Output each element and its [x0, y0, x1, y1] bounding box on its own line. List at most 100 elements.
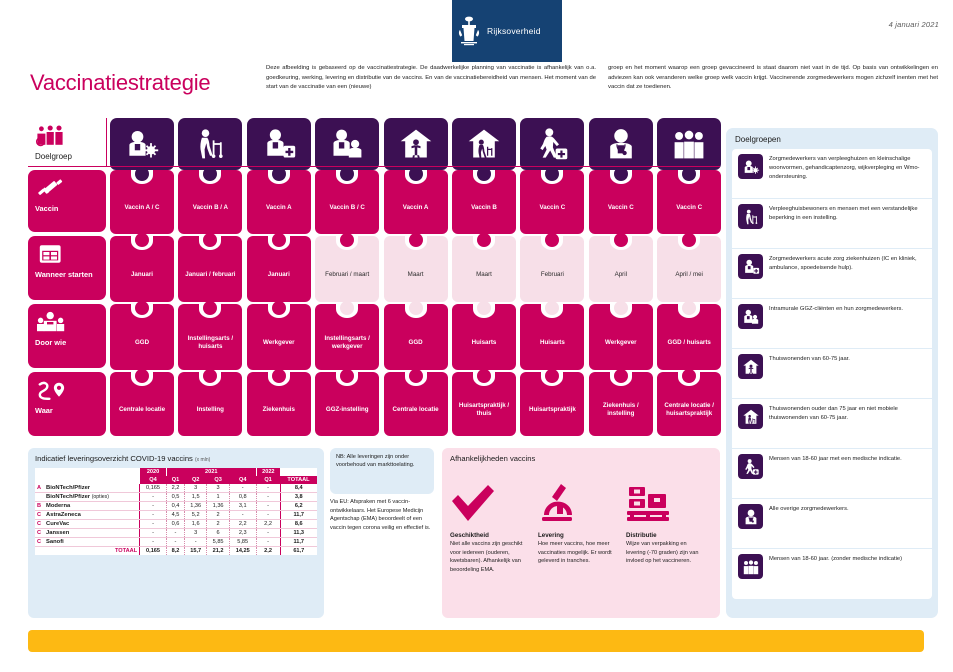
puzzle-knob: [340, 301, 355, 315]
quarter-value: 1,36: [183, 501, 207, 511]
matrix-cell-vaccin-6[interactable]: Vaccin B: [452, 167, 516, 234]
matrix-cell-waar-1[interactable]: Centrale locatie: [110, 369, 174, 436]
matrix-cell-waar-8[interactable]: Ziekenhuis / instelling: [588, 369, 653, 436]
matrix-cell-waar-3[interactable]: Ziekenhuis: [246, 369, 311, 436]
puzzle-knob: [545, 167, 560, 181]
matrix-cell-wanneer-3[interactable]: Januari: [246, 233, 311, 302]
table-row[interactable]: C CureVac -0,6 1,6 2 2,2 2,2 8,6: [35, 519, 317, 529]
legend-item-text: Mensen van 18-60 jaar met een medische i…: [769, 456, 902, 462]
matrix-cell-wanneer-2[interactable]: Januari / februari: [178, 233, 243, 302]
matrix-cell-wanneer-4[interactable]: Februari / maart: [315, 233, 380, 302]
matrix-cell-vaccin-5[interactable]: Vaccin A: [383, 167, 448, 234]
legend-item-2[interactable]: Verpleeghuisbewoners en mensen met een v…: [732, 199, 932, 249]
total-quarter-value: 0,165: [139, 546, 167, 555]
puzzle-knob: [613, 233, 628, 247]
cell-text: Februari: [540, 271, 564, 279]
delivery-quarter-header: TOTAAL: [280, 476, 317, 484]
cell-text: Instellingsarts / huisarts: [187, 335, 234, 350]
elderly-with-walker-icon: [192, 126, 228, 162]
matrix-cell-wanneer-7[interactable]: Februari: [520, 233, 585, 302]
matrix-cell-door_wie-5[interactable]: GGD: [383, 301, 448, 370]
vaccine-name: Moderna: [43, 501, 140, 511]
delivery-quarter-header: [43, 476, 140, 484]
quarter-value: -: [255, 537, 281, 547]
puzzle-knob: [340, 233, 355, 247]
legend-item-6[interactable]: Thuiswonenden ouder dan 75 jaar en niet …: [732, 399, 932, 449]
puzzle-knob: [135, 167, 149, 181]
total-quarter-value: 14,25: [228, 546, 257, 555]
quarter-value: 0,5: [165, 492, 185, 502]
dependencies-title: Afhankelijkheden vaccins: [450, 454, 536, 463]
via-eu-note: Via EU: Afspraken met 6 vaccin-ontwikkel…: [330, 499, 431, 531]
legend-item-9[interactable]: Mensen van 18-60 jaar. (zonder medische …: [732, 549, 932, 599]
matrix-cell-vaccin-3[interactable]: Vaccin A: [246, 167, 311, 234]
matrix-cell-vaccin-7[interactable]: Vaccin C: [520, 167, 585, 234]
puzzle-knob: [135, 233, 149, 247]
table-row[interactable]: C AstraZeneca -4,5 5,2 2- -11,7: [35, 510, 317, 520]
matrix-cell-wanneer-6[interactable]: Maart: [452, 233, 516, 302]
quarter-value: 2: [206, 519, 230, 529]
matrix-cell-door_wie-9[interactable]: GGD / huisarts: [657, 301, 722, 370]
matrix-cell-wanneer-5[interactable]: Maart: [383, 233, 448, 302]
legend-item-5[interactable]: Thuiswonenden van 60-75 jaar.: [732, 349, 932, 399]
matrix-cell-door_wie-1[interactable]: GGD: [110, 301, 174, 370]
pallet-boxes-icon: [626, 482, 706, 524]
matrix-cell-vaccin-9[interactable]: Vaccin C: [657, 167, 722, 234]
quarter-value: -: [139, 510, 167, 520]
matrix-row-labels: Doelgroep Vaccin Wanneer starten Door wie Wa…: [28, 118, 106, 438]
calendar-icon: [35, 240, 100, 266]
legend-title: Doelgroepen: [735, 135, 781, 144]
puzzle-knob: [682, 301, 697, 315]
table-row[interactable]: BioNTech/Pfizer (opties) -0,5 1,5 1 0,8-3,8: [35, 492, 317, 502]
page-header: Rijksoverheid 4 januari 2021: [0, 0, 953, 62]
matrix-cell-waar-9[interactable]: Centrale locatie / huisartspraktijk: [657, 369, 722, 436]
quarter-value: -: [255, 492, 281, 502]
cell-text: Vaccin C: [539, 204, 566, 212]
legend-item-8[interactable]: Alle overige zorgmedewerkers.: [732, 499, 932, 549]
three-people-icon: [657, 118, 722, 170]
matrix-cell-waar-6[interactable]: Huisartspraktijk / thuis: [452, 369, 516, 436]
matrix-cell-waar-4[interactable]: GGZ-instelling: [315, 369, 380, 436]
matrix-cell-wanneer-8[interactable]: April: [588, 233, 653, 302]
matrix-cell-door_wie-8[interactable]: Werkgever: [588, 301, 653, 370]
matrix-cell-wanneer-9[interactable]: April / mei: [657, 233, 722, 302]
matrix-row-label-wanneer-starten: Wanneer starten: [28, 236, 106, 300]
puzzle-knob: [477, 369, 491, 383]
matrix-cell-door_wie-3[interactable]: Werkgever: [246, 301, 311, 370]
matrix-cell-vaccin-8[interactable]: Vaccin C: [588, 167, 653, 234]
matrix-cell-waar-7[interactable]: Huisartspraktijk: [520, 369, 585, 436]
matrix-cell-vaccin-2[interactable]: Vaccin B / A: [178, 167, 243, 234]
strategy-matrix: Doelgroep Vaccin Wanneer starten Door wie Wa…: [0, 118, 722, 438]
legend-item-1[interactable]: Zorgmedewerkers van verpleeghuizen en kl…: [732, 149, 932, 199]
row-label-text: Waar: [35, 406, 53, 415]
matrix-cell-door_wie-7[interactable]: Huisarts: [520, 301, 585, 370]
quarter-value: 0,6: [165, 519, 185, 529]
legend-item-4[interactable]: Intramurale GGZ-cliënten en hun zorgmede…: [732, 299, 932, 349]
table-row[interactable]: C Janssen - -3 6 2,3-11,3: [35, 528, 317, 538]
vaccine-letter: C: [35, 537, 44, 547]
matrix-cell-waar-5[interactable]: Centrale locatie: [383, 369, 448, 436]
row-total: 11,7: [279, 510, 317, 520]
delivery-table-foot: TOTAAL 0,165 8,2 15,7 21,2 14,25 2,2 61,7: [35, 546, 317, 555]
puzzle-knob: [408, 167, 423, 181]
table-row[interactable]: A BioNTech/Pfizer 0,165 2,2 3 3- -8,4: [35, 484, 317, 493]
puzzle-knob: [408, 301, 423, 315]
quarter-value: -: [139, 528, 167, 538]
matrix-cell-door_wie-2[interactable]: Instellingsarts / huisarts: [178, 301, 243, 370]
table-row[interactable]: B Moderna -0,4 1,36 1,36 3,1-6,2: [35, 501, 317, 511]
table-row[interactable]: C Sanofi - - -5,85 5,85-11,7: [35, 537, 317, 547]
matrix-cell-wanneer-1[interactable]: Januari: [110, 233, 174, 302]
matrix-cell-vaccin-4[interactable]: Vaccin B / C: [315, 167, 380, 234]
person-in-house-icon: [398, 126, 434, 162]
delivery-title-unit: (x mln): [194, 457, 211, 463]
total-quarter-value: 15,7: [183, 546, 207, 555]
legend-item-3[interactable]: Zorgmedewerkers acute zorg ziekenhuizen …: [732, 249, 932, 299]
matrix-cell-door_wie-6[interactable]: Huisarts: [452, 301, 516, 370]
matrix-cell-door_wie-4[interactable]: Instellingsarts / werkgever: [315, 301, 380, 370]
doctor-with-cross-icon: [246, 118, 311, 170]
delivery-quarter-header: Q1: [166, 476, 185, 484]
matrix-cell-waar-2[interactable]: Instelling: [178, 369, 243, 436]
matrix-cell-vaccin-1[interactable]: Vaccin A / C: [110, 167, 174, 234]
rijksoverheid-logo: Rijksoverheid: [452, 0, 562, 62]
legend-item-7[interactable]: Mensen van 18-60 jaar met een medische i…: [732, 449, 932, 499]
